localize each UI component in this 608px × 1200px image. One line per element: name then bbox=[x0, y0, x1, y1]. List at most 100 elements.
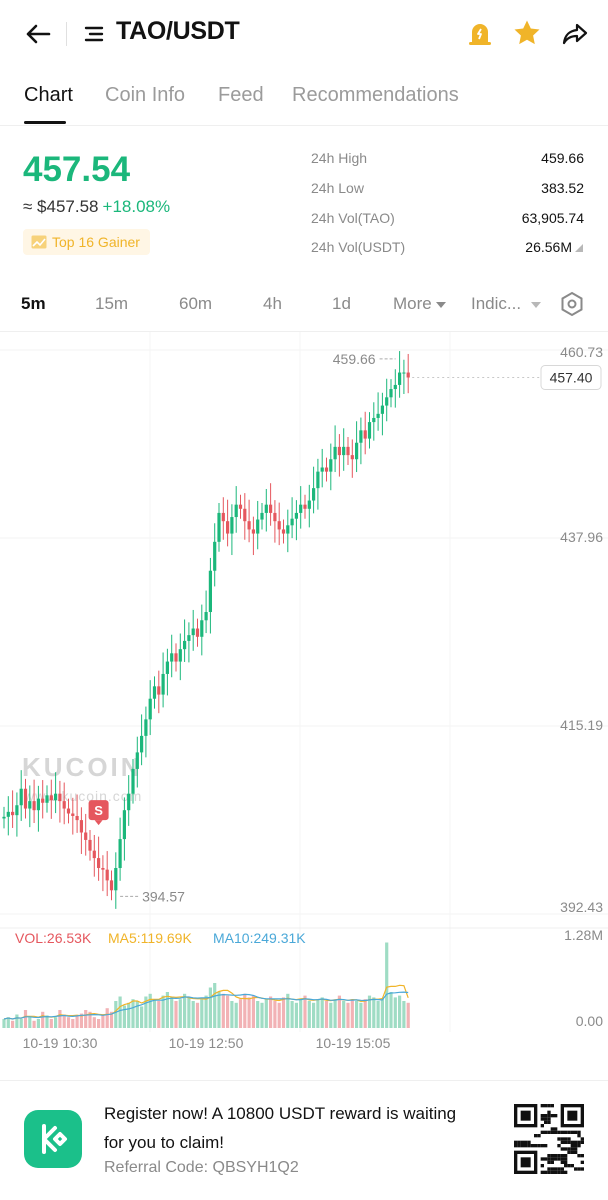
content-tabs: Chart Coin Info Feed Recommendations bbox=[0, 80, 608, 126]
volume-bar bbox=[329, 1002, 333, 1028]
active-tab-indicator bbox=[24, 121, 66, 124]
price-change-percent: +18.08% bbox=[102, 197, 171, 216]
qr-module bbox=[557, 1144, 561, 1148]
interval-1d[interactable]: 1d bbox=[332, 294, 351, 313]
volume-bar bbox=[260, 1002, 264, 1028]
qr-module bbox=[574, 1147, 578, 1151]
interval-more-label: More bbox=[393, 294, 432, 313]
volume-bar bbox=[131, 999, 135, 1028]
qr-module bbox=[577, 1134, 581, 1138]
candlestick-chart[interactable]: 460.73 437.96 415.19 392.43 457.40 459.66 394.… bbox=[0, 332, 608, 1080]
banner-divider bbox=[0, 1080, 608, 1081]
volume-bar bbox=[200, 999, 204, 1028]
volume-bar bbox=[19, 1019, 23, 1028]
volume-bar bbox=[290, 1001, 294, 1028]
tab-recommendations[interactable]: Recommendations bbox=[292, 84, 459, 106]
interval-more[interactable]: More bbox=[393, 294, 447, 314]
tab-feed[interactable]: Feed bbox=[218, 84, 264, 106]
qr-module bbox=[520, 1140, 524, 1144]
back-arrow-icon[interactable] bbox=[22, 18, 54, 50]
volume-bar bbox=[337, 995, 341, 1028]
volume-bar bbox=[269, 996, 273, 1028]
tab-chart[interactable]: Chart bbox=[24, 84, 73, 106]
qr-module bbox=[557, 1137, 561, 1141]
volume-bar bbox=[58, 1010, 62, 1028]
volume-bar bbox=[187, 997, 191, 1028]
candle-body bbox=[84, 832, 88, 840]
qr-module bbox=[554, 1154, 558, 1158]
candle-body bbox=[251, 529, 255, 534]
candle-body bbox=[243, 508, 247, 522]
qr-module bbox=[567, 1110, 578, 1121]
qr-module bbox=[567, 1147, 571, 1151]
volume-bar bbox=[97, 1019, 101, 1028]
qr-module bbox=[580, 1167, 584, 1171]
candle-body bbox=[32, 801, 36, 811]
candle-body bbox=[161, 673, 165, 695]
qr-module bbox=[564, 1130, 568, 1134]
qr-module bbox=[547, 1104, 551, 1108]
candle-body bbox=[204, 612, 208, 621]
qr-module bbox=[580, 1160, 584, 1164]
trading-pair-title[interactable]: TAO/USDT bbox=[116, 17, 240, 45]
current-price-tag bbox=[540, 364, 602, 390]
candle-body bbox=[269, 504, 273, 513]
volume-bar bbox=[393, 997, 397, 1028]
candle-body bbox=[174, 653, 178, 662]
stat-value-24h-vol-usdt[interactable]: 26.56M bbox=[525, 239, 572, 255]
interval-60m[interactable]: 60m bbox=[179, 294, 213, 313]
qr-module bbox=[574, 1167, 578, 1171]
qr-module bbox=[527, 1140, 531, 1144]
volume-bar bbox=[342, 1001, 346, 1028]
candle-body bbox=[389, 389, 393, 398]
interval-15m[interactable]: 15m bbox=[95, 294, 129, 313]
qr-module bbox=[547, 1170, 551, 1174]
qr-module bbox=[564, 1147, 568, 1151]
volume-bar bbox=[324, 1001, 329, 1028]
share-icon[interactable] bbox=[560, 19, 590, 49]
banner-headline-cont[interactable]: for you to claim! bbox=[104, 1133, 224, 1152]
favorite-star-icon[interactable] bbox=[512, 18, 542, 48]
volume-bar bbox=[127, 1002, 131, 1028]
qr-module bbox=[550, 1157, 554, 1161]
candle-body bbox=[28, 801, 32, 809]
volume-bar bbox=[191, 1001, 195, 1028]
chart-settings-icon[interactable] bbox=[559, 291, 585, 317]
volume-bar bbox=[157, 1001, 161, 1028]
qr-module bbox=[560, 1154, 564, 1158]
volume-bar bbox=[6, 1017, 10, 1028]
kucoin-logo[interactable] bbox=[24, 1110, 82, 1168]
interval-4h[interactable]: 4h bbox=[263, 294, 282, 313]
candle-body bbox=[247, 521, 251, 530]
qr-module bbox=[537, 1134, 541, 1138]
price-alert-icon[interactable] bbox=[466, 20, 494, 48]
candle-body bbox=[191, 628, 195, 636]
qr-module bbox=[554, 1130, 558, 1134]
interval-5m[interactable]: 5m bbox=[21, 294, 46, 313]
qr-module bbox=[524, 1144, 528, 1148]
qr-module bbox=[564, 1137, 568, 1141]
tab-coin-info[interactable]: Coin Info bbox=[105, 84, 186, 106]
volume-bar bbox=[62, 1014, 66, 1028]
top-gainer-badge[interactable]: Top 16 Gainer bbox=[23, 229, 150, 255]
qr-module bbox=[560, 1170, 564, 1174]
qr-module bbox=[547, 1154, 551, 1158]
candle-body bbox=[316, 471, 320, 489]
qr-module bbox=[567, 1150, 571, 1154]
volume-bar bbox=[294, 1002, 298, 1028]
qr-module bbox=[520, 1110, 531, 1121]
volume-bar bbox=[208, 987, 212, 1028]
indicators-dropdown[interactable]: Indic... bbox=[471, 294, 541, 314]
qr-module bbox=[554, 1114, 558, 1118]
candle-body bbox=[367, 422, 372, 439]
corner-toggle-icon[interactable] bbox=[575, 244, 583, 252]
qr-module bbox=[564, 1157, 568, 1161]
caret-down-icon bbox=[436, 302, 447, 308]
candle-body bbox=[398, 372, 402, 385]
candle-body bbox=[281, 529, 286, 534]
market-list-icon[interactable] bbox=[84, 24, 104, 44]
candle-body bbox=[333, 446, 337, 460]
candle-body bbox=[346, 446, 350, 456]
banner-headline[interactable]: Register now! A 10800 USDT reward is wai… bbox=[104, 1104, 457, 1123]
qr-module bbox=[547, 1120, 551, 1124]
